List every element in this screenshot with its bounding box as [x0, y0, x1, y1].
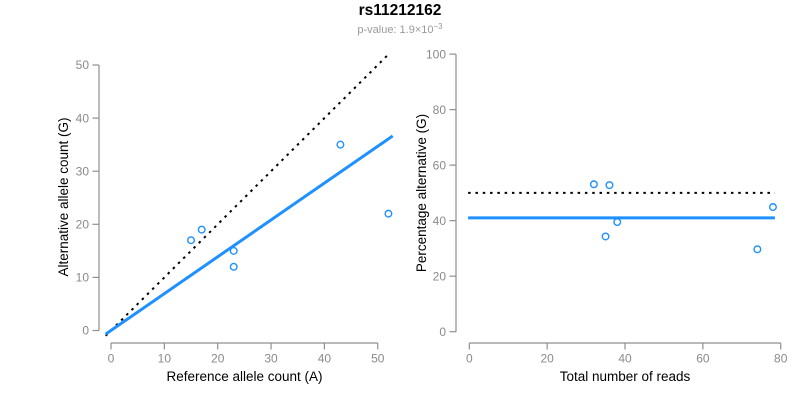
x-tick-label: 0	[466, 352, 473, 366]
data-point	[753, 245, 762, 254]
data-point	[229, 246, 238, 255]
pvalue-text: p-value: 1.9×10	[357, 24, 434, 36]
y-tick-label: 0	[82, 324, 89, 338]
x-tick-label: 60	[696, 352, 710, 366]
data-point	[613, 218, 622, 227]
x-tick-label: 20	[211, 352, 225, 366]
plot-title-block: rs11212162 p-value: 1.9×10−3	[0, 2, 800, 37]
y-axis-title: Alternative allele count (G)	[56, 117, 71, 276]
data-point	[768, 203, 777, 212]
pvalue-exponent: −3	[433, 22, 443, 31]
y-tick-label: 40	[433, 214, 447, 228]
x-tick-label: 30	[264, 352, 278, 366]
y-tick-label: 30	[76, 164, 90, 178]
y-tick-label: 20	[76, 218, 90, 232]
x-tick-label: 0	[108, 352, 115, 366]
x-axis-title: Reference allele count (A)	[166, 369, 322, 384]
y-tick-label: 100	[426, 47, 446, 61]
x-axis-title: Total number of reads	[560, 369, 691, 384]
data-point	[187, 236, 196, 245]
x-tick-label: 50	[371, 352, 385, 366]
data-point	[229, 262, 238, 271]
y-tick-label: 0	[439, 325, 446, 339]
data-point	[589, 180, 598, 189]
y-tick-label: 60	[433, 158, 447, 172]
y-tick-label: 10	[76, 271, 90, 285]
data-point	[384, 209, 393, 218]
regression-line	[104, 134, 394, 336]
x-tick-label: 40	[618, 352, 632, 366]
data-point	[336, 140, 345, 149]
y-tick-label: 80	[433, 103, 447, 117]
plot-subtitle: p-value: 1.9×10−3	[0, 20, 800, 37]
y-tick-label: 20	[433, 269, 447, 283]
percentage-panel: 0 20 40 60 80 0 20 40 60 80 100 Total number of rea…	[414, 47, 788, 384]
allele-counts-panel: 0 10 20 30 40 50 0 10 20 30 40 50 Reference allele c…	[56, 53, 394, 384]
data-point	[601, 232, 610, 241]
plot-title: rs11212162	[358, 2, 442, 19]
data-point	[605, 181, 614, 190]
y-tick-label: 40	[76, 111, 90, 125]
identity-line	[104, 53, 390, 337]
y-tick-label: 50	[76, 58, 90, 72]
x-tick-label: 10	[158, 352, 172, 366]
y-axis-title: Percentage alternative (G)	[414, 114, 429, 272]
x-tick-label: 20	[540, 352, 554, 366]
x-tick-label: 40	[318, 352, 332, 366]
data-point	[197, 225, 206, 234]
x-tick-label: 80	[774, 352, 788, 366]
